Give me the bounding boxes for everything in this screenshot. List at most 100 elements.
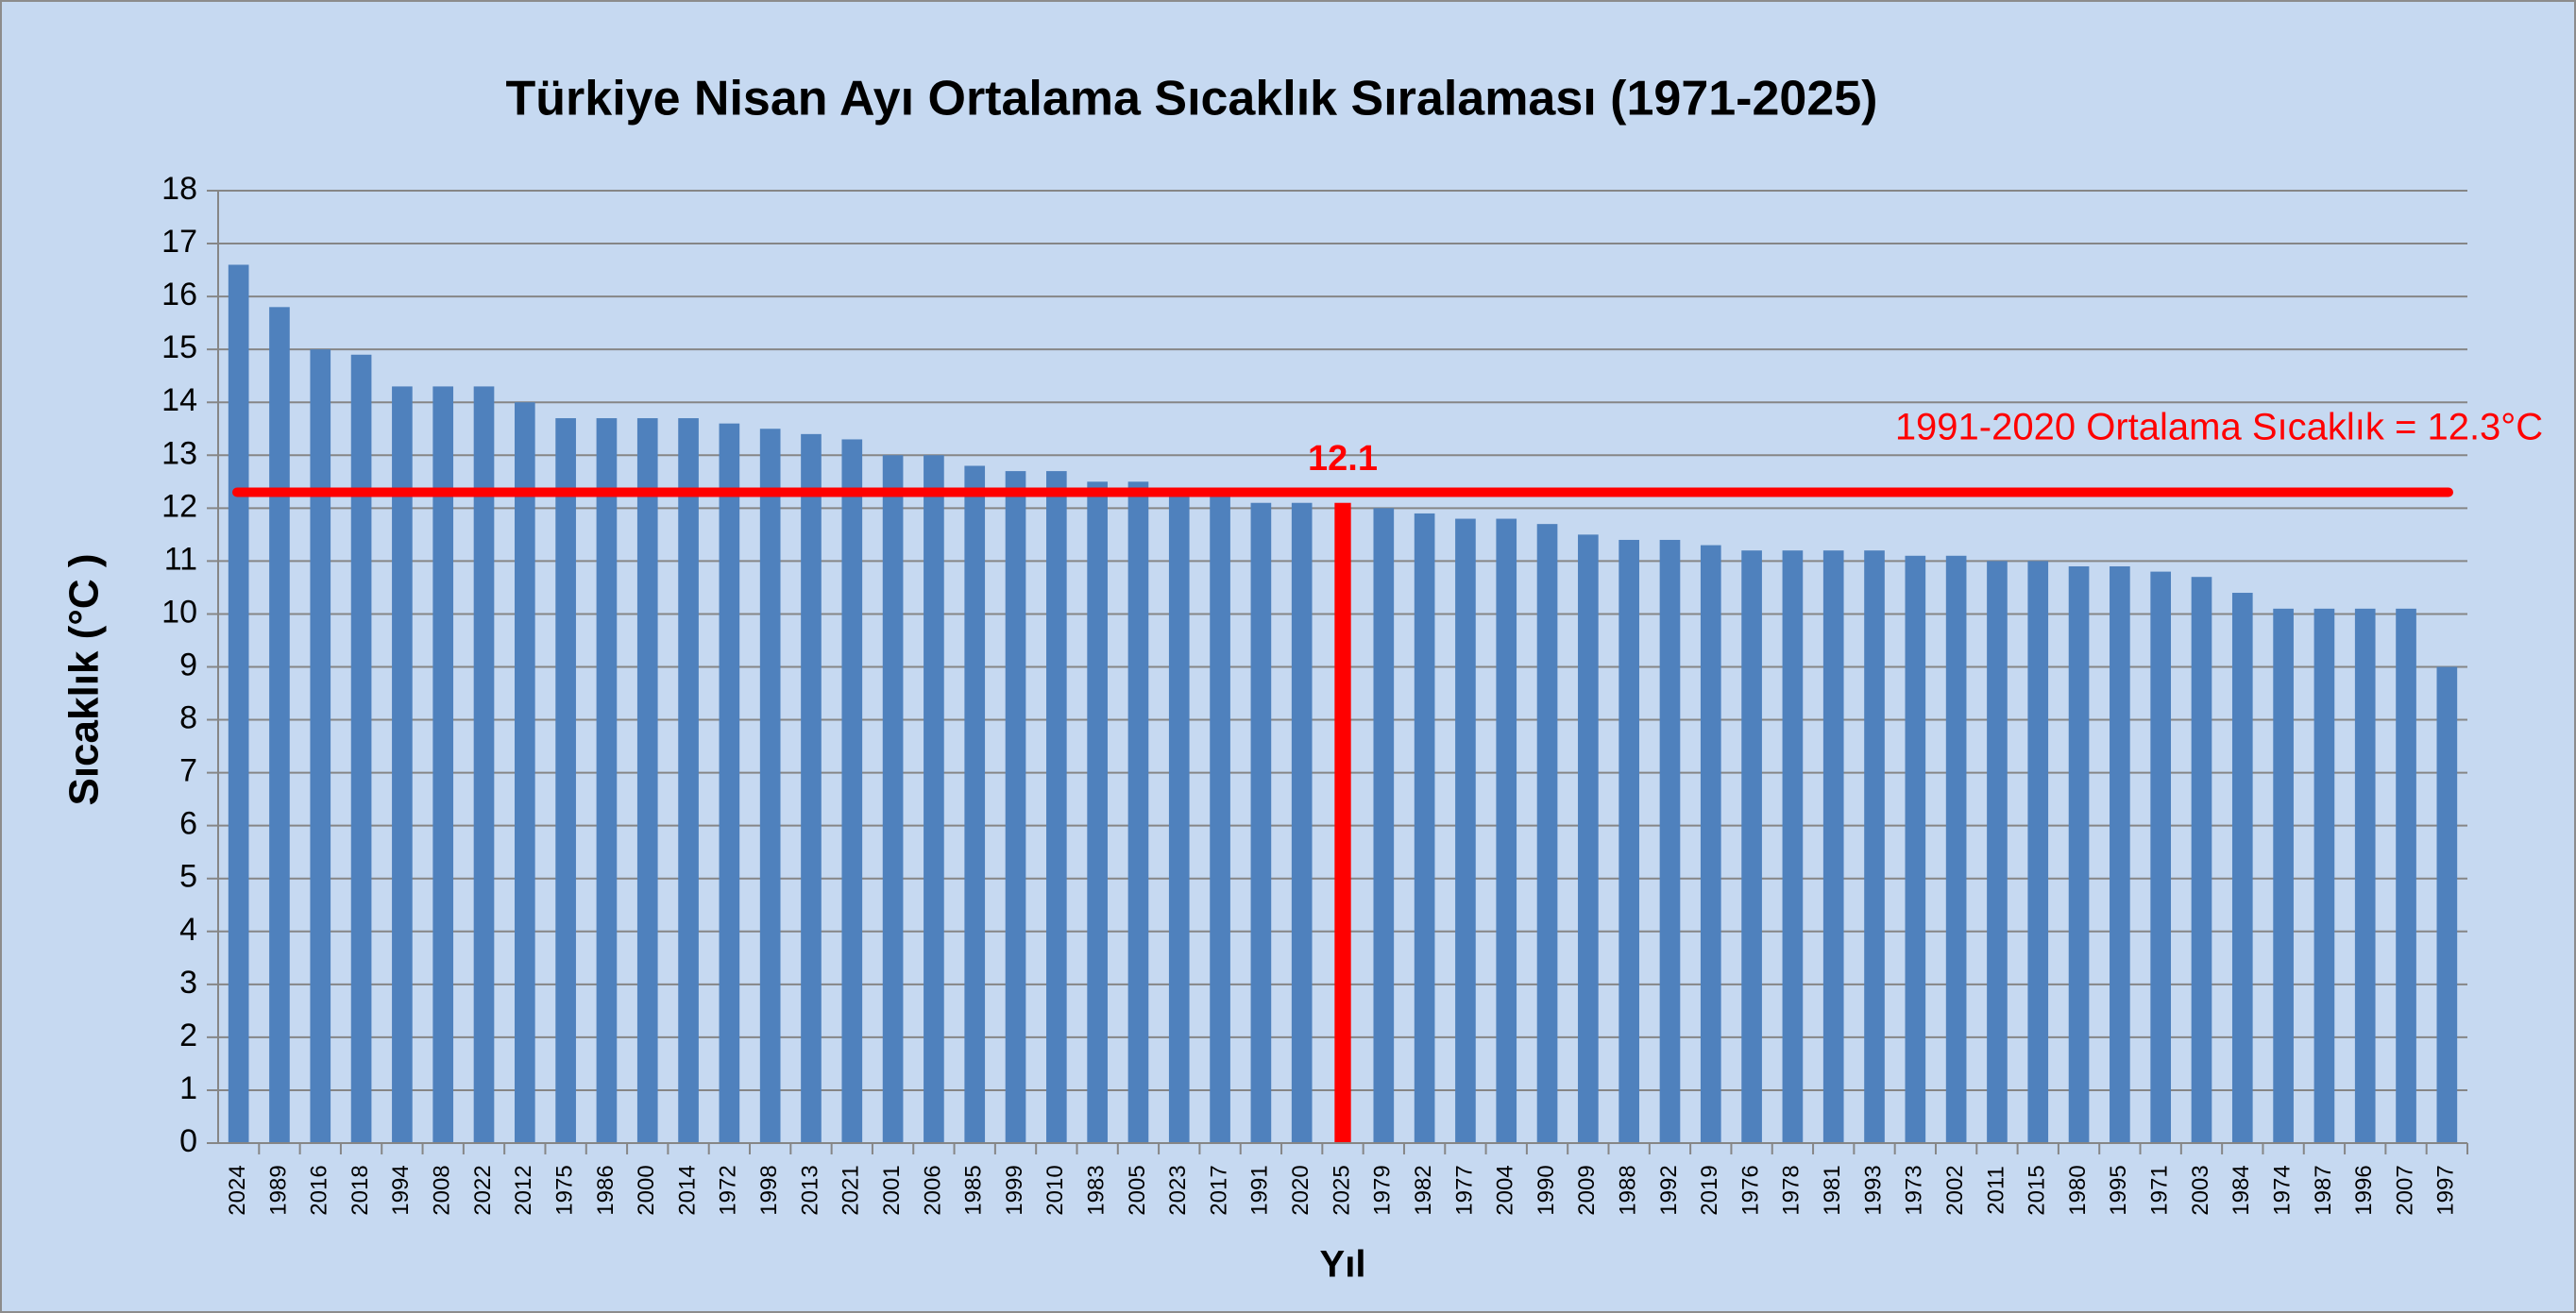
reference-label: 1991-2020 Ortalama Sıcaklık = 12.3°C	[1895, 407, 2543, 448]
x-tick-label: 1978	[1779, 1165, 1805, 1215]
x-tick-label: 2021	[839, 1165, 864, 1215]
x-tick-label: 1972	[716, 1165, 741, 1215]
bar	[1005, 471, 1026, 1143]
bar	[964, 465, 986, 1143]
bar	[1373, 508, 1395, 1143]
x-tick-label: 2001	[879, 1165, 905, 1215]
x-tick-label: 1974	[2269, 1165, 2295, 1215]
bar	[1168, 492, 1190, 1143]
bar	[759, 429, 781, 1143]
x-tick-label: 2006	[920, 1165, 945, 1215]
x-tick-label: 1971	[2147, 1165, 2173, 1215]
bar	[1496, 518, 1517, 1143]
x-tick-label: 1985	[961, 1165, 987, 1215]
x-tick-label: 2004	[1493, 1165, 1518, 1215]
y-tick-label: 6	[179, 806, 197, 842]
x-tick-label: 1999	[1002, 1165, 1027, 1215]
bar	[2273, 608, 2294, 1143]
x-tick-label: 1982	[1411, 1165, 1436, 1215]
x-tick-label: 1984	[2229, 1165, 2254, 1215]
bar	[1291, 502, 1313, 1143]
bar	[473, 386, 495, 1144]
y-tick-label: 3	[179, 965, 197, 1001]
x-tick-label: 2015	[2025, 1165, 2050, 1215]
x-tick-label: 2012	[511, 1165, 536, 1215]
bar	[2027, 561, 2049, 1143]
x-tick-label: 1986	[593, 1165, 619, 1215]
x-tick-label: 1993	[1860, 1165, 1886, 1215]
y-tick-label: 12	[161, 488, 197, 524]
bar	[2068, 565, 2090, 1143]
bar	[1334, 502, 1351, 1143]
y-tick-label: 18	[161, 171, 197, 207]
x-tick-label: 2022	[470, 1165, 496, 1215]
x-tick-label: 2011	[1983, 1166, 2008, 1215]
bar	[2150, 571, 2172, 1143]
bar	[841, 439, 863, 1143]
bar	[1127, 481, 1149, 1143]
x-tick-label: 2010	[1042, 1165, 1068, 1215]
bar	[2313, 608, 2335, 1143]
x-tick-label: 1996	[2351, 1165, 2377, 1215]
y-tick-label: 8	[179, 700, 197, 736]
x-tick-label: 1977	[1451, 1165, 1477, 1215]
y-tick-label: 13	[161, 435, 197, 471]
bar	[801, 433, 822, 1143]
bar	[514, 402, 535, 1143]
x-tick-label: 2007	[2392, 1165, 2417, 1215]
y-tick-label: 11	[164, 541, 197, 577]
x-axis-label: Yıl	[1320, 1244, 1366, 1286]
x-tick-label: 1981	[1820, 1165, 1845, 1215]
y-tick-label: 1	[179, 1070, 197, 1106]
bar	[392, 386, 413, 1144]
x-tick-label: 2024	[225, 1165, 250, 1215]
x-tick-label: 2020	[1288, 1165, 1313, 1215]
bar	[1046, 471, 1067, 1143]
bar	[2110, 565, 2130, 1143]
bar	[2354, 608, 2376, 1143]
bar	[269, 307, 290, 1143]
bar	[1987, 561, 2008, 1143]
bar	[1864, 550, 1885, 1143]
y-tick-label: 10	[161, 594, 197, 630]
bar	[2436, 666, 2458, 1143]
x-tick-label: 2017	[1206, 1165, 1231, 1215]
bar	[1250, 502, 1272, 1143]
bar	[636, 418, 658, 1143]
bar	[1822, 550, 1844, 1143]
y-tick-label: 4	[179, 912, 197, 948]
x-tick-label: 1983	[1083, 1165, 1109, 1215]
y-tick-label: 7	[179, 753, 197, 789]
x-tick-label: 1989	[265, 1165, 291, 1215]
bar	[678, 418, 699, 1143]
y-tick-label: 0	[179, 1123, 197, 1159]
bar	[1945, 555, 1967, 1143]
x-tick-label: 2000	[634, 1165, 659, 1215]
bar	[1414, 513, 1435, 1143]
x-tick-label: 1988	[1616, 1165, 1641, 1215]
x-tick-label: 1987	[2311, 1165, 2336, 1215]
bar	[555, 418, 576, 1143]
bar	[2191, 577, 2212, 1143]
y-tick-label: 15	[161, 329, 197, 365]
x-tick-label: 2019	[1697, 1165, 1722, 1215]
bar	[1741, 550, 1762, 1143]
bar	[2396, 608, 2416, 1143]
bar	[882, 455, 904, 1143]
bar	[432, 386, 454, 1144]
bar	[2231, 593, 2253, 1143]
x-tick-label: 1990	[1534, 1165, 1559, 1215]
bar	[1700, 545, 1721, 1143]
x-tick-label: 1998	[756, 1165, 782, 1215]
bar	[924, 455, 944, 1143]
bar	[1536, 524, 1558, 1143]
y-tick-label: 5	[179, 859, 197, 895]
x-tick-label: 1979	[1370, 1165, 1396, 1215]
y-axis-label: Sıcaklık (°C )	[61, 553, 108, 805]
bar	[1087, 481, 1108, 1143]
y-tick-label: 14	[161, 382, 197, 418]
x-tick-label: 2009	[1574, 1165, 1600, 1215]
x-tick-label: 1997	[2433, 1165, 2459, 1215]
